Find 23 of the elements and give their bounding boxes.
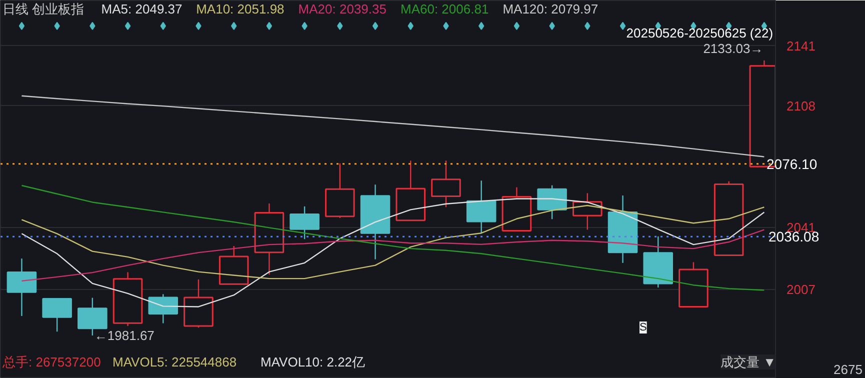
annotation: ←1981.67 — [94, 328, 154, 343]
text: MA20: 2039.35 — [298, 2, 386, 16]
line-series — [21, 184, 765, 291]
annotation: MAVOL10: 2.22亿 — [260, 354, 366, 370]
chart-title: 日线 创业板指 — [2, 2, 84, 16]
line-series — [21, 204, 765, 280]
y-tick-label: 2141 — [786, 38, 816, 54]
annotation: 成交量 ▼ — [720, 354, 776, 370]
annotation: S — [640, 322, 647, 334]
y-tick-label: 2007 — [786, 282, 816, 297]
text: MA120: 2079.97 — [502, 2, 598, 16]
text: MA60: 2006.81 — [400, 2, 489, 16]
annotation: 2133.03→ — [703, 40, 764, 56]
annotation: MAVOL5: 225544868 — [112, 354, 237, 370]
line-series — [21, 95, 765, 158]
y-tick-label: 2108 — [786, 98, 816, 114]
annotation: 20250526-20250625 (22) — [626, 26, 774, 40]
ref-line-label: 2076.10 — [766, 156, 818, 172]
text: 2675 — [834, 362, 862, 377]
annotation: 总手: 267537200 — [2, 354, 101, 370]
text: MA5: 2049.37 — [101, 2, 182, 16]
line-series — [21, 198, 765, 308]
text: MA10: 2051.98 — [196, 2, 284, 16]
